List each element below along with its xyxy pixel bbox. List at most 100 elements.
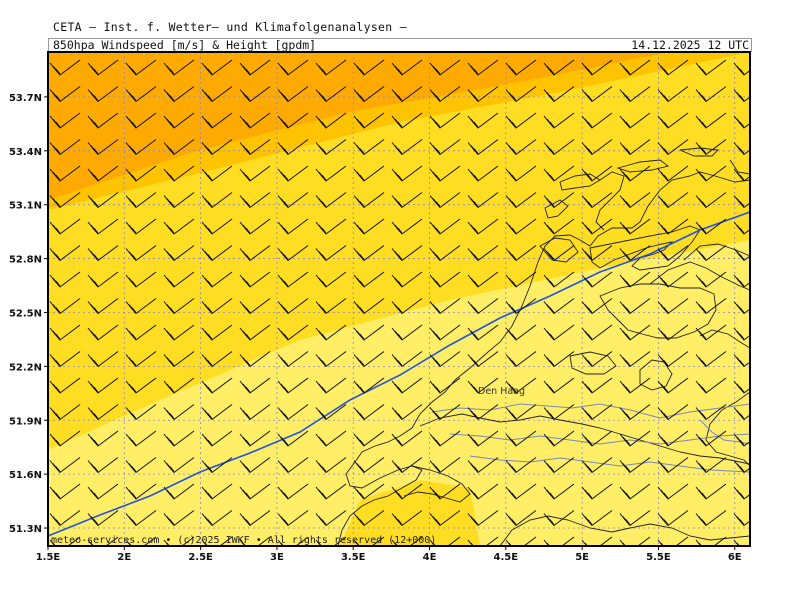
wind-barb xyxy=(581,165,613,182)
wind-barb xyxy=(391,298,423,315)
wind-barb xyxy=(543,298,575,315)
wind-barb xyxy=(581,457,613,474)
wind-barb xyxy=(315,59,347,76)
wind-barb xyxy=(505,218,537,235)
wind-barb xyxy=(353,271,385,288)
wind-barbs xyxy=(49,59,750,546)
wind-barb xyxy=(657,112,689,129)
wind-barb xyxy=(695,59,727,76)
wind-barb xyxy=(315,536,347,546)
wind-barb xyxy=(429,218,461,235)
wind-barb xyxy=(619,404,651,421)
wind-band-strong xyxy=(48,52,670,200)
wind-barb xyxy=(733,142,750,156)
wind-barb xyxy=(277,457,309,474)
wind-barb xyxy=(695,298,727,315)
lon-label: 1.5E xyxy=(36,552,61,563)
wind-barb xyxy=(277,430,309,447)
wind-barb xyxy=(201,404,233,421)
wind-barb xyxy=(163,218,195,235)
wind-barb xyxy=(87,245,119,262)
wind-barb xyxy=(125,165,157,182)
wind-barb xyxy=(619,218,651,235)
wind-barb xyxy=(505,112,537,129)
wind-barb xyxy=(467,86,499,103)
wind-barb xyxy=(505,165,537,182)
wind-barb xyxy=(239,271,271,288)
wind-barb xyxy=(87,377,119,394)
lon-label: 2E xyxy=(117,552,131,563)
wind-barb xyxy=(657,218,689,235)
wind-barb xyxy=(353,245,385,262)
wind-barb xyxy=(353,86,385,103)
wind-barb xyxy=(163,457,195,474)
wind-barb xyxy=(543,483,575,500)
wind-barb xyxy=(429,245,461,262)
wind-barb xyxy=(695,271,727,288)
wind-barb xyxy=(277,510,309,527)
lat-label: 51.9N xyxy=(9,416,42,427)
wind-barb xyxy=(239,139,271,156)
wind-barb xyxy=(125,404,157,421)
wind-barb xyxy=(163,324,195,341)
wind-barb xyxy=(353,536,385,546)
wind-barb xyxy=(543,165,575,182)
wind-barb xyxy=(657,430,689,447)
wind-barb xyxy=(163,59,195,76)
wind-barb xyxy=(315,457,347,474)
lat-label: 52.2N xyxy=(9,362,42,373)
wind-barb xyxy=(543,192,575,209)
wind-barb xyxy=(315,404,347,421)
wind-barb xyxy=(49,59,81,76)
wind-barb xyxy=(467,192,499,209)
wind-barb xyxy=(315,324,347,341)
wind-barb xyxy=(467,377,499,394)
wind-barb xyxy=(125,139,157,156)
wind-barb xyxy=(391,404,423,421)
wind-barb xyxy=(125,192,157,209)
wind-barb xyxy=(505,139,537,156)
wind-barb xyxy=(657,245,689,262)
wind-barb xyxy=(733,89,750,103)
wind-barb xyxy=(581,112,613,129)
wind-barb xyxy=(505,351,537,368)
wind-barb xyxy=(733,168,750,182)
wind-barb xyxy=(239,483,271,500)
wind-band-mid-south xyxy=(340,480,480,546)
wind-barb xyxy=(353,139,385,156)
wind-barb xyxy=(429,192,461,209)
wind-barb xyxy=(733,327,750,341)
lat-label: 53.7N xyxy=(9,93,42,104)
wind-barb xyxy=(353,457,385,474)
wind-barb xyxy=(239,298,271,315)
wind-barb xyxy=(619,112,651,129)
wind-barb xyxy=(619,483,651,500)
wind-barb xyxy=(657,510,689,527)
wind-barb xyxy=(619,510,651,527)
wind-barb xyxy=(733,274,750,288)
wind-barb xyxy=(581,377,613,394)
wind-barb xyxy=(163,430,195,447)
wind-barb xyxy=(201,351,233,368)
wind-barb xyxy=(581,324,613,341)
wind-barb xyxy=(429,483,461,500)
wind-barb xyxy=(657,324,689,341)
wind-barb xyxy=(239,430,271,447)
wind-barb xyxy=(581,218,613,235)
wind-barb xyxy=(87,404,119,421)
wind-barb xyxy=(429,112,461,129)
wind-barb xyxy=(239,324,271,341)
wind-barb xyxy=(125,351,157,368)
wind-barb xyxy=(581,536,613,546)
wind-barb xyxy=(429,324,461,341)
wind-barb xyxy=(429,59,461,76)
wind-barb xyxy=(163,245,195,262)
wind-barb xyxy=(201,324,233,341)
copyright-notice: meteo-services.com • (c)2025 IWKF • All … xyxy=(51,535,436,546)
wind-barb xyxy=(505,483,537,500)
wind-barb xyxy=(239,510,271,527)
wind-barb xyxy=(125,245,157,262)
wind-barb xyxy=(391,483,423,500)
wind-barb xyxy=(239,192,271,209)
wind-barb xyxy=(695,324,727,341)
